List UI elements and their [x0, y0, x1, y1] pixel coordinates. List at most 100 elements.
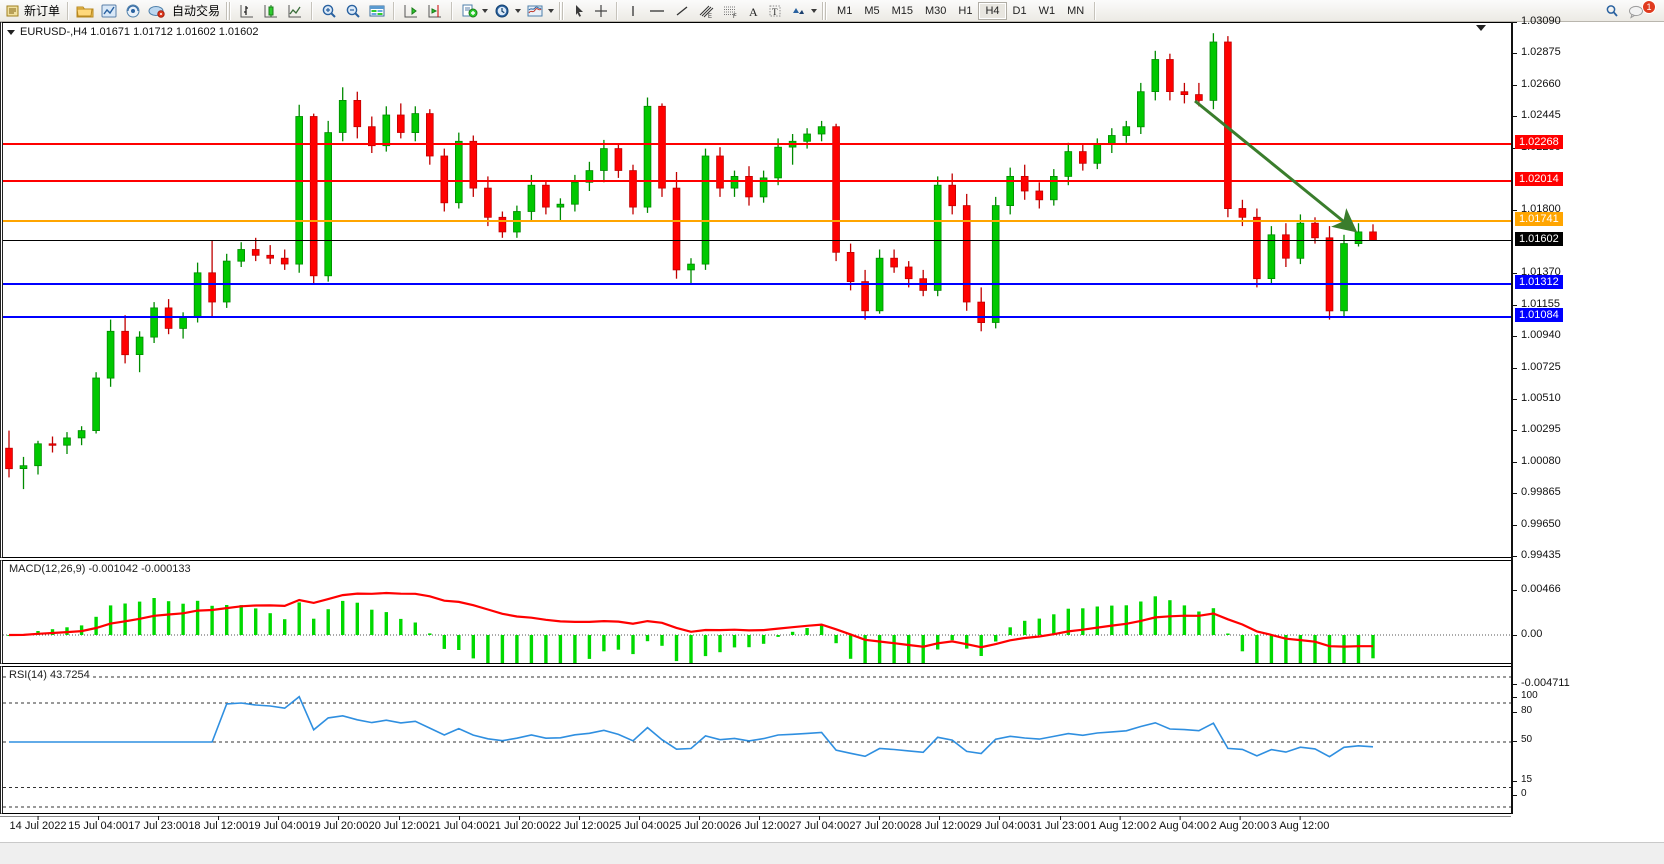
- timeframe-m15[interactable]: M15: [891, 4, 913, 17]
- chart-shift-button[interactable]: [423, 1, 447, 21]
- level-line-pivot[interactable]: [3, 220, 1511, 223]
- macd-plot: [3, 591, 1511, 663]
- fibonacci-button[interactable]: F: [718, 1, 742, 21]
- timeframe-m5[interactable]: M5: [864, 4, 880, 17]
- price-badge[interactable]: 1.01602: [1515, 232, 1563, 247]
- cursor-button[interactable]: [568, 1, 590, 21]
- time-tick: 28 Jul 12:00: [909, 816, 970, 832]
- time-tick: 26 Jul 12:00: [729, 816, 790, 832]
- macd-pane[interactable]: MACD(12,26,9) -0.001042 -0.000133: [0, 560, 1511, 664]
- timeframe-m30[interactable]: M30: [925, 4, 947, 17]
- new-order-label: 新订单: [24, 4, 61, 18]
- level-line-current-price[interactable]: [3, 240, 1511, 242]
- folder-icon: [76, 6, 94, 17]
- crosshair-button[interactable]: [590, 1, 612, 21]
- price-tick: 1.01155: [1513, 298, 1560, 310]
- price-axis[interactable]: 1.030901.028751.026601.024451.022301.018…: [1511, 15, 1664, 814]
- zoom-in-icon: [322, 4, 336, 18]
- search-button[interactable]: [1600, 1, 1624, 21]
- time-tick: 25 Jul 04:00: [608, 816, 669, 832]
- timeframe-h1[interactable]: H1: [958, 4, 973, 17]
- price-tick: 1.00080: [1513, 455, 1561, 467]
- time-tick: 3 Aug 12:00: [1270, 816, 1330, 832]
- candlestick-chart-button[interactable]: [259, 1, 283, 21]
- market-icon: [101, 4, 117, 17]
- auto-scroll-button[interactable]: [399, 1, 423, 21]
- level-line-support-2[interactable]: [3, 316, 1511, 319]
- rsi-tick: 80: [1513, 705, 1532, 716]
- templates-dropdown[interactable]: [548, 8, 555, 13]
- new-order-icon: [6, 5, 19, 16]
- new-order-button[interactable]: 新订单: [2, 1, 63, 21]
- chart-collapse-icon[interactable]: [1476, 25, 1486, 31]
- auto-scroll-icon: [404, 4, 418, 17]
- signals-button[interactable]: [121, 1, 145, 21]
- time-axis[interactable]: 14 Jul 2022 15 Jul 04:00 17 Jul 23:00 18 Ju…: [0, 816, 1511, 842]
- timeframe-h4[interactable]: H4: [978, 1, 1007, 20]
- timeframe-mn[interactable]: MN: [1067, 4, 1085, 17]
- level-line-support-1[interactable]: [3, 282, 1511, 285]
- price-tick: 1.02875: [1513, 46, 1561, 58]
- auto-trading-label: 自动交易: [172, 4, 221, 18]
- profiles-button[interactable]: [73, 1, 97, 21]
- timeframe-group: M1 M5 M15 M30 H1 H4 D1 W1 MN: [831, 1, 1090, 20]
- level-line-resistance-2[interactable]: [3, 143, 1511, 146]
- price-badge[interactable]: 1.01741: [1515, 212, 1563, 227]
- toolbar-grip-3[interactable]: [822, 1, 829, 20]
- time-tick: 14 Jul 2022: [9, 816, 67, 832]
- timeframe-w1[interactable]: W1: [1038, 4, 1056, 17]
- vertical-line-button[interactable]: [622, 1, 644, 21]
- templates-button[interactable]: [523, 1, 547, 21]
- toolbar-separator-6: [1094, 1, 1097, 20]
- clock-icon: [495, 4, 509, 17]
- toolbar-separator-3: [393, 1, 396, 20]
- trendline-button[interactable]: [670, 1, 694, 21]
- period-button[interactable]: [490, 1, 514, 21]
- zoom-out-button[interactable]: [341, 1, 365, 21]
- toolbar-separator-4: [451, 1, 454, 20]
- add-indicator-dropdown[interactable]: [482, 8, 489, 13]
- price-tick: 1.00940: [1513, 329, 1561, 341]
- price-badge[interactable]: 1.02014: [1515, 172, 1563, 187]
- bar-chart-button[interactable]: [235, 1, 259, 21]
- data-window-button[interactable]: [365, 1, 389, 21]
- time-tick: 29 Jul 04:00: [969, 816, 1030, 832]
- signals-icon: [126, 4, 140, 17]
- zoom-in-button[interactable]: [317, 1, 341, 21]
- auto-trading-button[interactable]: 自动交易: [169, 1, 223, 21]
- timeframe-d1[interactable]: D1: [1012, 4, 1027, 17]
- chart-menu-icon[interactable]: [7, 29, 15, 35]
- text-box-button[interactable]: T: [764, 1, 786, 21]
- rsi-pane[interactable]: RSI(14) 43.7254: [0, 666, 1511, 814]
- shapes-dropdown[interactable]: [811, 8, 818, 13]
- market-place-button[interactable]: [145, 1, 169, 21]
- add-indicator-button[interactable]: [457, 1, 481, 21]
- toolbar-grip-2[interactable]: [559, 1, 566, 20]
- line-chart-button[interactable]: [283, 1, 307, 21]
- time-tick: 2 Aug 04:00: [1150, 816, 1210, 832]
- price-tick: 0.99650: [1513, 518, 1561, 530]
- horizontal-line-button[interactable]: [644, 1, 670, 21]
- time-tick: 19 Jul 20:00: [308, 816, 369, 832]
- shapes-button[interactable]: [786, 1, 810, 21]
- price-badge[interactable]: 1.01084: [1515, 308, 1563, 323]
- time-tick: 27 Jul 04:00: [789, 816, 850, 832]
- horizontal-line-icon: [650, 9, 665, 12]
- chat-button[interactable]: 1: [1624, 0, 1664, 21]
- level-line-resistance-1[interactable]: [3, 180, 1511, 183]
- price-badge[interactable]: 1.02268: [1515, 135, 1563, 150]
- timeframe-m1[interactable]: M1: [837, 4, 853, 17]
- price-candles: [5, 33, 1377, 490]
- price-badge[interactable]: 1.01312: [1515, 274, 1563, 289]
- toolbar-grip[interactable]: [226, 1, 233, 20]
- equidistant-channel-button[interactable]: E: [694, 1, 718, 21]
- text-icon: A: [749, 5, 758, 19]
- period-dropdown[interactable]: [515, 8, 522, 13]
- price-tick: 0.99435: [1513, 549, 1561, 561]
- rsi-label: RSI(14) 43.7254: [9, 669, 90, 681]
- text-label-button[interactable]: A: [742, 1, 764, 21]
- chart-shift-icon: [428, 4, 442, 17]
- price-pane[interactable]: EURUSD-,H4 1.01671 1.01712 1.01602 1.016…: [0, 22, 1511, 558]
- market-watch-button[interactable]: [97, 1, 121, 21]
- macd-label: MACD(12,26,9) -0.001042 -0.000133: [9, 563, 191, 575]
